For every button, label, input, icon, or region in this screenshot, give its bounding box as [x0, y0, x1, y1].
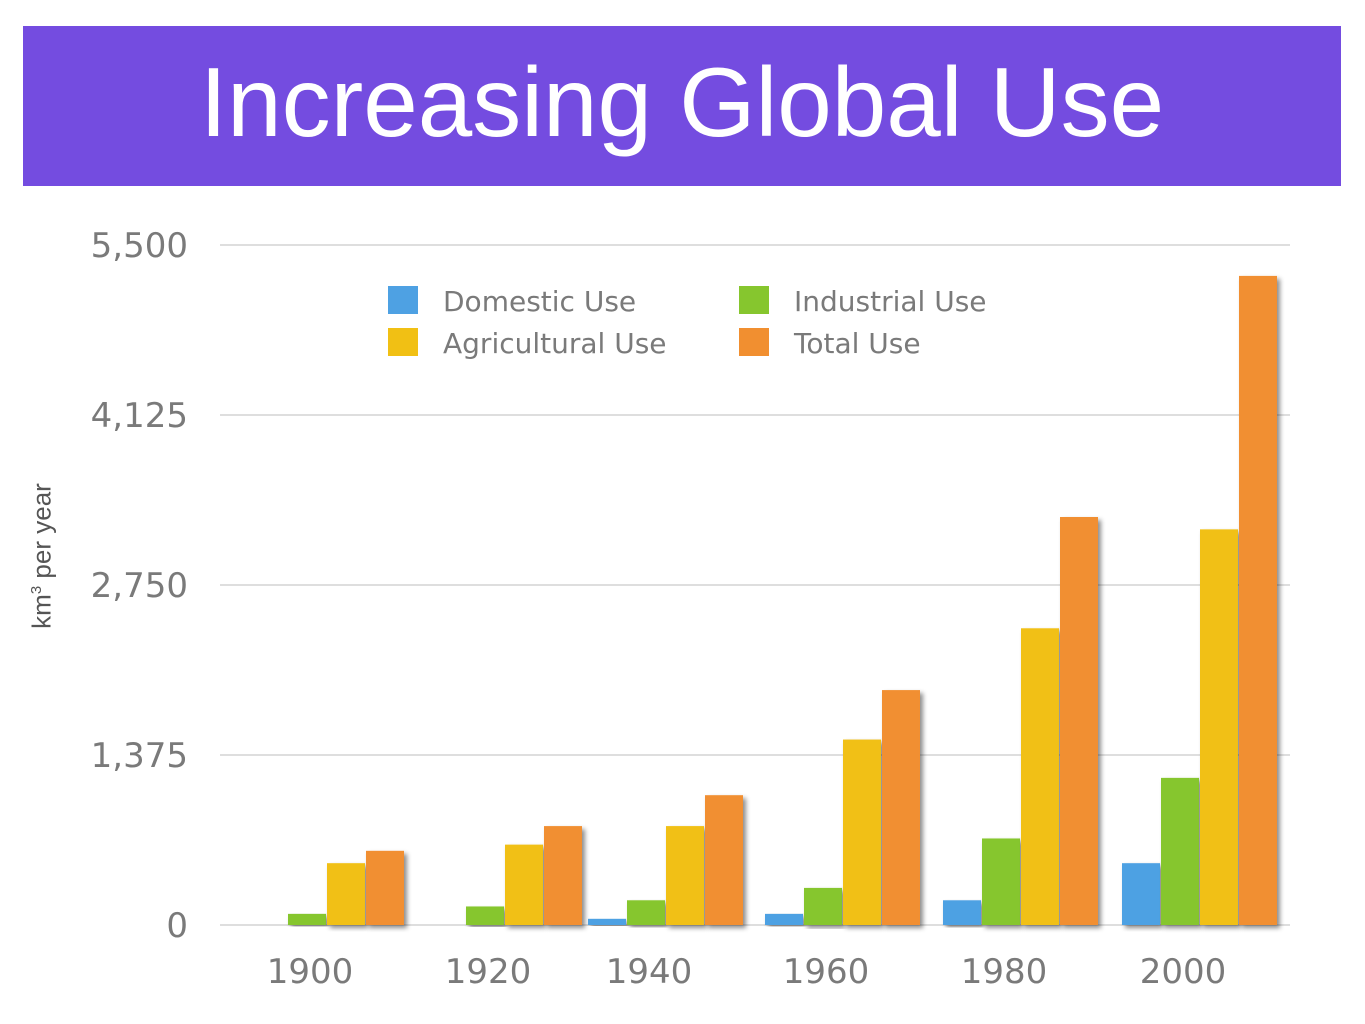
- bar-total-use-1960: [882, 690, 920, 925]
- bar-domestic-use-1960: [765, 913, 803, 925]
- x-tick-label-1940: 1940: [606, 952, 693, 992]
- bar-industrial-use-1900: [288, 913, 326, 925]
- y-tick-label: 0: [166, 906, 188, 946]
- bar-industrial-use-1940: [627, 900, 665, 925]
- bars: [288, 275, 1277, 926]
- x-tick-label-2000: 2000: [1140, 952, 1227, 992]
- bar-agricultural-use-1980: [1021, 628, 1059, 925]
- bar-agricultural-use-1940: [666, 826, 704, 925]
- y-tick-label: 5,500: [91, 226, 188, 266]
- legend-label-domestic-use: Domestic Use: [443, 285, 636, 318]
- bar-industrial-use-1960: [804, 887, 842, 925]
- x-tick-label-1920: 1920: [445, 952, 532, 992]
- legend-swatch-domestic-use: [388, 286, 418, 314]
- x-tick-label-1900: 1900: [267, 952, 354, 992]
- legend-swatch-industrial-use: [739, 286, 769, 314]
- y-tick-label: 4,125: [91, 396, 188, 436]
- bar-domestic-use-2000: [1122, 863, 1160, 925]
- legend-label-agricultural-use: Agricultural Use: [443, 327, 667, 360]
- bar-industrial-use-2000: [1161, 777, 1199, 925]
- page-title: Increasing Global Use: [199, 47, 1165, 157]
- y-axis-ticks: 0 1,375 2,750 4,125 5,500: [91, 226, 188, 946]
- y-tick-label: 1,375: [91, 736, 188, 776]
- bar-total-use-1900: [366, 850, 404, 925]
- bar-total-use-2000: [1239, 275, 1277, 926]
- bar-domestic-use-1940: [588, 918, 626, 925]
- x-tick-label-1980: 1980: [961, 952, 1048, 992]
- legend: Domestic Use Industrial Use Agricultural U…: [388, 285, 987, 360]
- legend-label-industrial-use: Industrial Use: [794, 285, 987, 318]
- x-axis-ticks: 1900 1920 1940 1960 1980 2000: [267, 952, 1227, 992]
- title-banner: Increasing Global Use: [23, 26, 1341, 186]
- bar-agricultural-use-2000: [1200, 529, 1238, 925]
- legend-label-total-use: Total Use: [793, 327, 921, 360]
- x-tick-label-1960: 1960: [783, 952, 870, 992]
- bar-total-use-1920: [544, 826, 582, 925]
- bar-agricultural-use-1900: [327, 863, 365, 925]
- bar-total-use-1940: [705, 795, 743, 925]
- bar-industrial-use-1920: [466, 906, 504, 925]
- y-tick-label: 2,750: [91, 566, 188, 606]
- bar-total-use-1980: [1060, 517, 1098, 925]
- bar-agricultural-use-1960: [843, 739, 881, 925]
- legend-swatch-total-use: [739, 328, 769, 356]
- bar-domestic-use-1980: [943, 900, 981, 925]
- bar-agricultural-use-1920: [505, 844, 543, 925]
- legend-swatch-agricultural-use: [388, 328, 418, 356]
- bar-industrial-use-1980: [982, 838, 1020, 925]
